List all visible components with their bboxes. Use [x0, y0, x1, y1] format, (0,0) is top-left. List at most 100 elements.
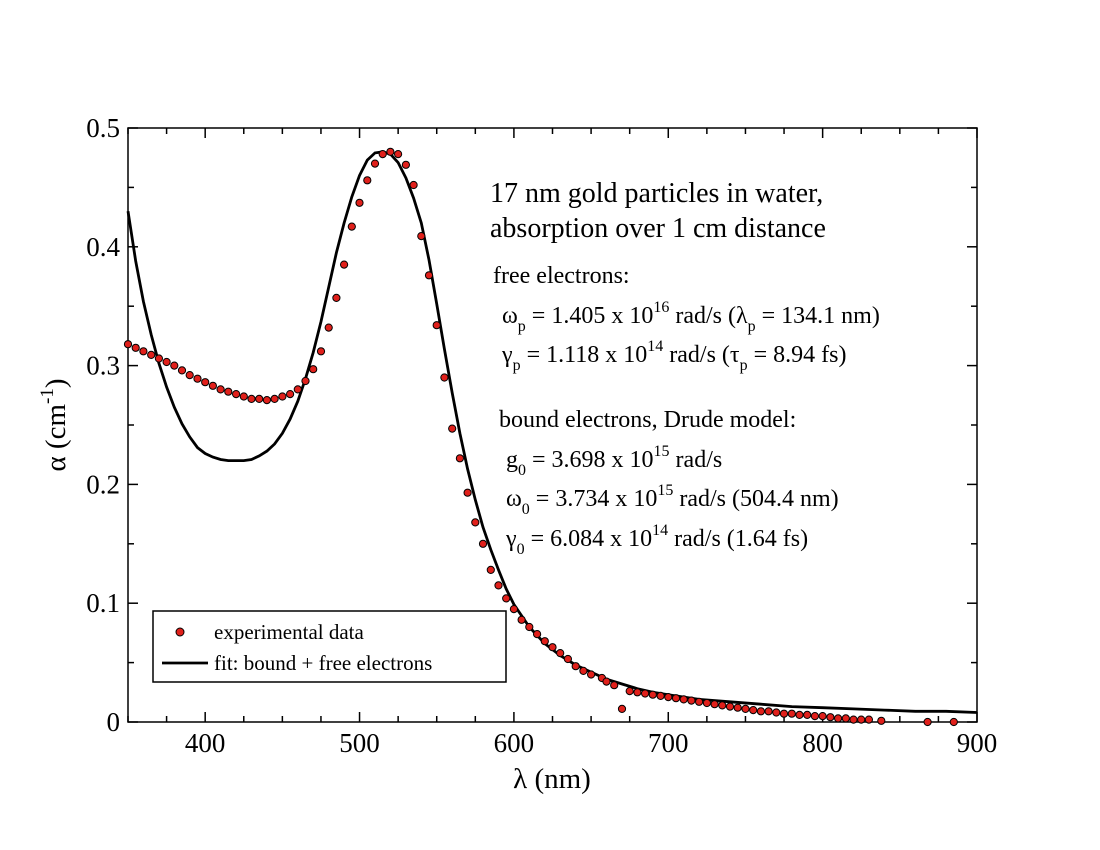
- data-point: [671, 694, 681, 703]
- data-point: [239, 392, 248, 401]
- data-point: [733, 703, 742, 712]
- bound-electrons-header: bound electrons, Drude model:: [499, 407, 796, 433]
- data-point: [563, 654, 573, 664]
- data-point: [787, 709, 796, 718]
- data-point: [486, 565, 495, 575]
- data-point: [502, 594, 511, 603]
- free-electrons-header: free electrons:: [493, 263, 630, 289]
- data-point: [332, 293, 341, 302]
- data-point: [440, 373, 449, 382]
- data-point: [255, 394, 264, 403]
- data-point: [818, 712, 827, 721]
- legend-label-experimental: experimental data: [214, 620, 365, 644]
- data-point: [795, 710, 804, 720]
- data-point: [131, 343, 140, 352]
- data-point: [270, 394, 279, 403]
- data-point: [857, 715, 866, 724]
- data-point: [779, 709, 789, 718]
- x-tick-label: 600: [494, 728, 535, 758]
- annotation-title-line2: absorption over 1 cm distance: [490, 213, 826, 244]
- data-point: [849, 715, 858, 724]
- legend: experimental data fit: bound + free elec…: [152, 610, 507, 683]
- data-point: [617, 704, 627, 714]
- axis-tick-labels: 400 500 600 700 800 900 0 0.1 0.2 0.3 0.4 0.5: [86, 113, 997, 758]
- legend-marker-experimental: [175, 627, 185, 637]
- data-point: [509, 605, 519, 614]
- data-point: [923, 717, 932, 727]
- data-point: [517, 615, 526, 624]
- data-point: [123, 340, 133, 349]
- data-point: [170, 361, 179, 370]
- data-point: [478, 539, 488, 548]
- data-point: [834, 714, 843, 723]
- data-point: [147, 350, 156, 359]
- y-tick-label: 0: [107, 707, 121, 737]
- data-point: [216, 385, 225, 394]
- data-point: [286, 390, 295, 399]
- free-omega-line: ωp = 1.405 x 1016 rad/s (λp = 134.1 nm): [502, 299, 880, 335]
- data-point: [803, 710, 812, 720]
- data-point: [355, 198, 364, 207]
- data-point: [324, 323, 333, 332]
- annotation-block: 17 nm gold particles in water, absorptio…: [490, 178, 880, 558]
- data-point: [201, 378, 210, 387]
- data-point: [772, 708, 781, 717]
- data-point: [533, 630, 542, 639]
- data-point: [262, 396, 271, 405]
- data-point: [386, 147, 395, 156]
- data-point: [494, 581, 503, 590]
- data-point: [687, 696, 696, 705]
- data-point: [695, 697, 704, 706]
- data-point: [702, 698, 712, 708]
- data-point: [648, 690, 657, 699]
- legend-box: [152, 610, 507, 683]
- data-point: [139, 347, 148, 356]
- data-point: [463, 488, 472, 497]
- data-point: [877, 716, 886, 725]
- annotation-title-line1: 17 nm gold particles in water,: [490, 178, 823, 209]
- data-point: [301, 376, 310, 386]
- data-point: [864, 715, 874, 724]
- data-point: [756, 707, 766, 716]
- data-point: [602, 677, 611, 686]
- x-tick-label: 500: [339, 728, 380, 758]
- data-point: [548, 643, 557, 652]
- data-point: [587, 670, 596, 679]
- x-tick-label: 900: [957, 728, 998, 758]
- data-point: [309, 365, 318, 374]
- data-point: [232, 390, 241, 399]
- y-tick-label: 0.3: [86, 351, 120, 381]
- data-point: [278, 392, 287, 401]
- data-point: [826, 713, 835, 722]
- data-point: [448, 424, 457, 433]
- data-point: [394, 150, 403, 159]
- data-point: [316, 347, 326, 356]
- data-point: [764, 707, 773, 716]
- data-point: [571, 662, 580, 671]
- free-gamma-line: γp = 1.118 x 1014 rad/s (τp = 8.94 fs): [501, 338, 846, 374]
- data-point: [370, 159, 380, 168]
- data-point: [625, 687, 634, 696]
- data-point: [633, 688, 642, 697]
- y-tick-label: 0.1: [86, 588, 120, 618]
- data-point: [525, 622, 534, 632]
- data-point: [293, 385, 302, 394]
- data-point: [432, 321, 441, 330]
- bound-omega-line: ω0 = 3.734 x 1015 rad/s (504.4 nm): [506, 482, 839, 518]
- data-point: [424, 271, 434, 280]
- data-point: [224, 387, 233, 396]
- x-tick-label: 700: [648, 728, 689, 758]
- data-point: [656, 691, 665, 701]
- bound-g-line: g0 = 3.698 x 1015 rad/s: [506, 443, 722, 479]
- data-point: [949, 717, 958, 727]
- data-point: [749, 706, 758, 715]
- data-point: [154, 354, 163, 363]
- data-point: [710, 700, 719, 709]
- data-point: [177, 366, 187, 375]
- x-tick-label: 400: [185, 728, 226, 758]
- data-point: [540, 637, 549, 646]
- data-point: [556, 649, 565, 658]
- x-axis-label: λ (nm): [513, 763, 591, 795]
- data-point: [641, 689, 650, 698]
